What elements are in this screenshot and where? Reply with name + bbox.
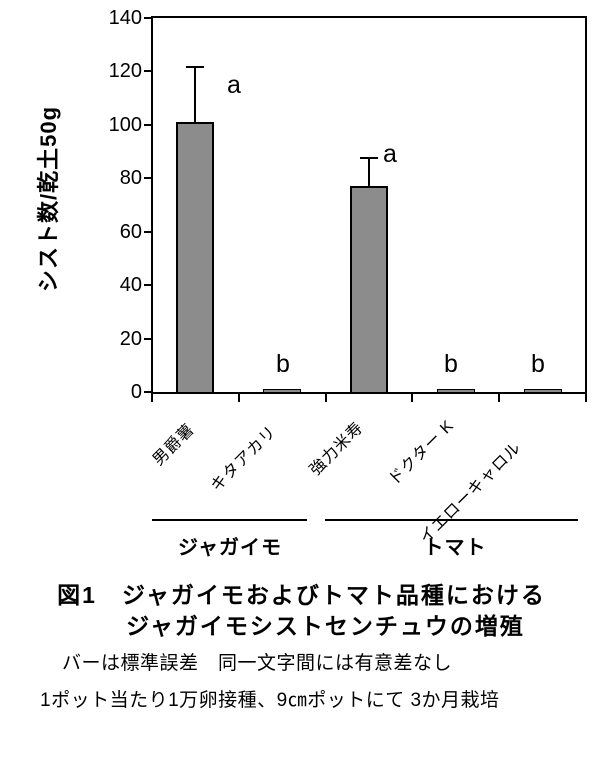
bar-3 (350, 186, 388, 392)
footnote-1: バーは標準誤差 同一文字間には有意差なし (62, 653, 453, 674)
figure-caption: 図1 ジャガイモおよびトマト品種における ジャガイモシストセンチュウの増殖 (0, 580, 603, 642)
x-axis-tick (324, 394, 327, 402)
group-line (325, 519, 578, 521)
y-axis-tick (144, 284, 152, 287)
caption-line-2: ジャガイモシストセンチュウの増殖 (126, 613, 525, 639)
category-label: キタアカリ (207, 423, 281, 496)
x-axis-tick (237, 394, 240, 402)
significance-letter: b (531, 350, 545, 378)
y-axis-tick (144, 70, 152, 73)
error-bar-line (368, 158, 370, 187)
significance-letter: b (276, 350, 290, 378)
x-axis-tick (411, 394, 414, 402)
significance-letter: b (444, 350, 458, 378)
category-label: ドクター K (385, 417, 458, 489)
caption-line-1: 図1 ジャガイモおよびトマト品種における (57, 582, 546, 608)
y-tick-label: 60 (119, 220, 142, 243)
significance-letter: a (227, 71, 241, 99)
bar-5 (523, 389, 562, 392)
y-axis-tick (144, 391, 152, 393)
group-line (152, 519, 307, 521)
y-axis-tick (144, 337, 152, 340)
group-label: トマト (423, 537, 487, 559)
x-axis-tick (585, 394, 587, 402)
x-axis-tick (151, 394, 153, 402)
y-tick-label: 80 (119, 167, 142, 190)
category-label: 強力米寿 (306, 419, 368, 480)
bar-1 (176, 122, 215, 392)
error-bar-cap (360, 157, 378, 160)
group-label: ジャガイモ (178, 537, 282, 559)
category-label: 男爵薯 (149, 421, 199, 470)
y-axis-title: シスト数/乾土50g (36, 105, 61, 293)
y-axis-tick (144, 177, 152, 180)
y-tick-label: 100 (108, 113, 142, 136)
bar-4 (436, 389, 475, 392)
error-bar-cap (186, 66, 205, 69)
y-tick-label: 120 (108, 60, 142, 83)
bar-2 (263, 389, 302, 392)
y-axis-tick (144, 230, 152, 233)
plot-area (151, 16, 587, 394)
y-tick-label: 20 (119, 327, 142, 350)
y-axis-tick (144, 17, 152, 19)
y-tick-label: 40 (119, 274, 142, 297)
y-tick-label: 0 (130, 381, 142, 403)
footnote-2: 1ポット当たり1万卵接種、9㎝ポットにて 3か月栽培 (40, 690, 500, 711)
y-axis-tick (144, 123, 152, 126)
y-tick-label: 140 (108, 7, 142, 29)
error-bar-line (194, 67, 197, 123)
x-axis-tick (498, 394, 501, 402)
significance-letter: a (383, 140, 397, 168)
